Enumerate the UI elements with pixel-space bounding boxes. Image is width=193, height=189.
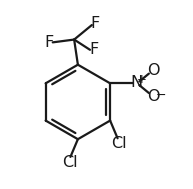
Text: O: O: [147, 89, 160, 104]
Text: Cl: Cl: [62, 155, 77, 170]
Text: O: O: [147, 63, 160, 78]
Text: F: F: [44, 35, 54, 50]
Text: F: F: [91, 16, 100, 31]
Text: N: N: [131, 75, 143, 90]
Text: Cl: Cl: [111, 136, 126, 151]
Text: +: +: [137, 73, 147, 86]
Text: F: F: [89, 42, 98, 57]
Text: −: −: [156, 89, 166, 102]
